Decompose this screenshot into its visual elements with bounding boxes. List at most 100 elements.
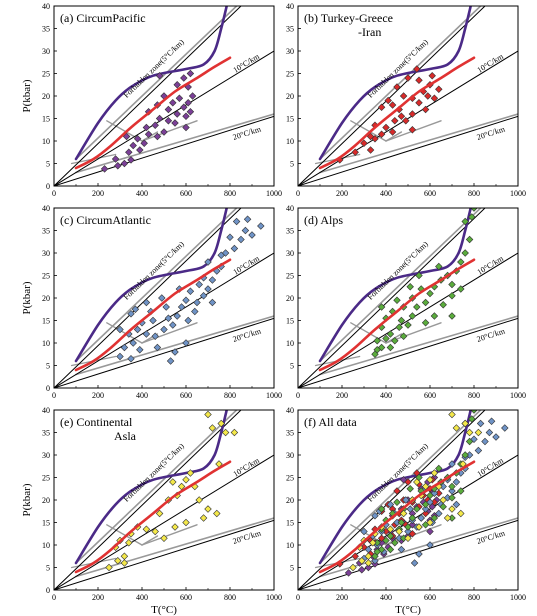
geotherm-10-label: 10°C/km (476, 253, 506, 276)
data-point (413, 478, 421, 486)
y-tick-label: 20 (286, 92, 294, 101)
x-tick-label: 600 (424, 593, 436, 602)
data-point (120, 159, 129, 168)
y-tick-label: 15 (42, 317, 50, 326)
geotherm-5-line (54, 6, 242, 186)
x-tick-label: 200 (336, 189, 348, 198)
purple-boundary-curve (74, 208, 228, 363)
data-point (388, 128, 397, 136)
y-tick-label: 5 (290, 564, 294, 573)
data-point (388, 101, 397, 109)
data-point (182, 339, 190, 347)
data-point (386, 525, 395, 533)
data-point (186, 69, 195, 78)
y-tick-label: 25 (42, 272, 50, 281)
data-point (257, 222, 265, 230)
data-point (457, 487, 465, 495)
data-point (404, 478, 412, 486)
y-tick-label: 40 (42, 204, 50, 213)
y-tick-label: 40 (286, 2, 294, 11)
data-point (406, 505, 414, 513)
geotherm-20-label: 20°C/km (232, 124, 263, 142)
data-point (452, 424, 461, 432)
geotherm-10-line (298, 454, 518, 590)
plot-area (298, 6, 518, 186)
red-boundary-curve (74, 460, 232, 574)
data-point (116, 325, 124, 334)
data-point (408, 521, 417, 529)
data-point (465, 437, 474, 446)
plot-frame (297, 207, 519, 389)
data-point (142, 330, 151, 338)
x-tick-label: 600 (180, 593, 192, 602)
data-point (461, 419, 469, 428)
data-point (142, 123, 151, 132)
data-point (435, 464, 443, 473)
data-point (448, 460, 456, 468)
panel-1: 0 200 400 600 800 1000510152025303540Forbidde… (286, 2, 526, 198)
geotherm-20-label: 20°C/km (476, 528, 507, 546)
data-point (177, 303, 186, 311)
data-point (391, 539, 399, 547)
data-point (120, 343, 129, 352)
data-point (180, 103, 188, 111)
data-point (415, 550, 423, 558)
x-tick-label: 800 (224, 391, 236, 400)
data-point (204, 505, 212, 513)
data-point (369, 539, 377, 547)
data-point (232, 217, 241, 226)
y-axis-label: P(kbar) (21, 281, 33, 314)
data-point (501, 424, 509, 432)
data-point (169, 99, 177, 107)
data-point (171, 523, 179, 531)
data-point (151, 121, 159, 129)
data-point (430, 514, 439, 522)
data-point (384, 96, 392, 105)
data-point (191, 307, 199, 316)
data-point (397, 112, 406, 120)
y-tick-label: 30 (286, 451, 294, 460)
data-point (413, 65, 421, 73)
y-tick-label: 30 (286, 249, 294, 258)
data-point (485, 428, 494, 437)
data-point (457, 509, 465, 518)
y-tick-label: 30 (286, 47, 294, 56)
x-tick-label: 800 (468, 391, 480, 400)
data-point (125, 148, 133, 156)
x-tick-label: 400 (136, 189, 148, 198)
data-point (186, 287, 195, 295)
data-point (204, 258, 212, 266)
data-point (173, 312, 181, 320)
gray-20-line (319, 315, 518, 376)
data-point (439, 301, 447, 309)
data-point (393, 487, 401, 495)
x-tick-label: 800 (468, 593, 480, 602)
y-tick-label: 35 (286, 227, 294, 236)
gray-20-line (75, 315, 274, 376)
data-point (195, 280, 203, 289)
data-point (457, 258, 465, 266)
data-point (166, 357, 175, 365)
data-point (217, 419, 225, 428)
gray-5-line (319, 6, 482, 160)
data-point (122, 132, 131, 141)
plot-frame (53, 409, 275, 591)
data-point (373, 548, 381, 556)
data-point (160, 128, 168, 136)
x-tick-label: 600 (424, 189, 436, 198)
data-point (408, 126, 417, 134)
data-point (377, 103, 386, 111)
y-tick-label: 5 (46, 160, 50, 169)
data-point (182, 112, 190, 120)
data-point (391, 117, 399, 125)
y-tick-label: 10 (42, 339, 50, 348)
x-tick-label: 1000 (510, 189, 526, 198)
data-point (373, 346, 381, 354)
data-point (402, 117, 410, 125)
data-point (175, 94, 184, 102)
purple-boundary-curve (318, 6, 472, 161)
data-point (399, 332, 408, 340)
data-point (430, 312, 439, 320)
data-point (443, 514, 452, 522)
data-point (371, 512, 379, 520)
